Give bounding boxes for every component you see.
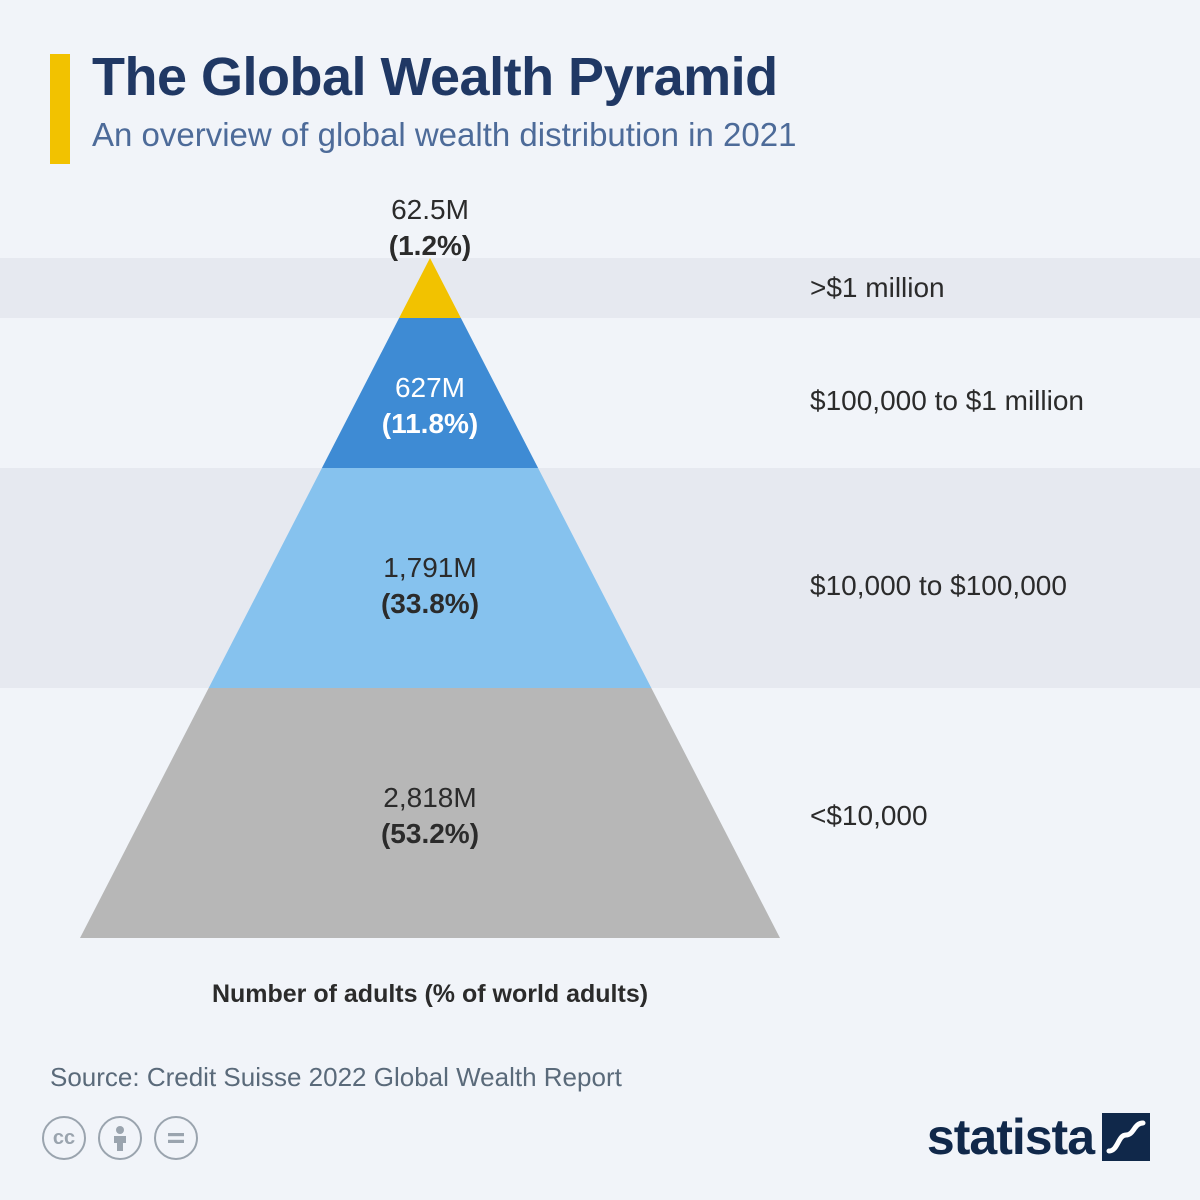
page-title: The Global Wealth Pyramid <box>92 46 796 108</box>
tier-percent: (53.2%) <box>381 816 479 852</box>
brand-wordmark: statista <box>927 1108 1094 1166</box>
tier-value-label: 1,791M(33.8%) <box>381 550 479 622</box>
tier-value-label: 2,818M(53.2%) <box>381 780 479 852</box>
cc-license-icon: cc <box>42 1116 86 1160</box>
tier-value-label: 627M(11.8%) <box>382 370 479 442</box>
tier-count: 627M <box>382 370 479 406</box>
tier-percent: (1.2%) <box>389 228 471 264</box>
brand-mark-icon <box>1102 1113 1150 1161</box>
title-accent-bar <box>50 54 70 164</box>
tier-percent: (11.8%) <box>382 406 479 442</box>
tier-range-label: <$10,000 <box>810 800 928 832</box>
source-attribution: Source: Credit Suisse 2022 Global Wealth… <box>50 1062 622 1093</box>
tier-range-label: $100,000 to $1 million <box>810 385 1084 417</box>
tier-count: 2,818M <box>381 780 479 816</box>
page-subtitle: An overview of global wealth distributio… <box>92 116 796 154</box>
xaxis-label: Number of adults (% of world adults) <box>212 980 648 1009</box>
license-icons: cc <box>42 1116 198 1160</box>
cc-by-icon <box>98 1116 142 1160</box>
tier-percent: (33.8%) <box>381 586 479 622</box>
cc-nd-icon <box>154 1116 198 1160</box>
tier-count: 1,791M <box>381 550 479 586</box>
pyramid-chart: 62.5M(1.2%)627M(11.8%)1,791M(33.8%)2,818… <box>0 210 1200 990</box>
tier-value-label: 62.5M(1.2%) <box>389 192 471 264</box>
tier-count: 62.5M <box>389 192 471 228</box>
brand-logo: statista <box>927 1108 1150 1166</box>
header: The Global Wealth Pyramid An overview of… <box>50 46 796 164</box>
tier-range-label: >$1 million <box>810 272 945 304</box>
tier-range-label: $10,000 to $100,000 <box>810 570 1067 602</box>
row-highlight-band <box>0 258 1200 318</box>
